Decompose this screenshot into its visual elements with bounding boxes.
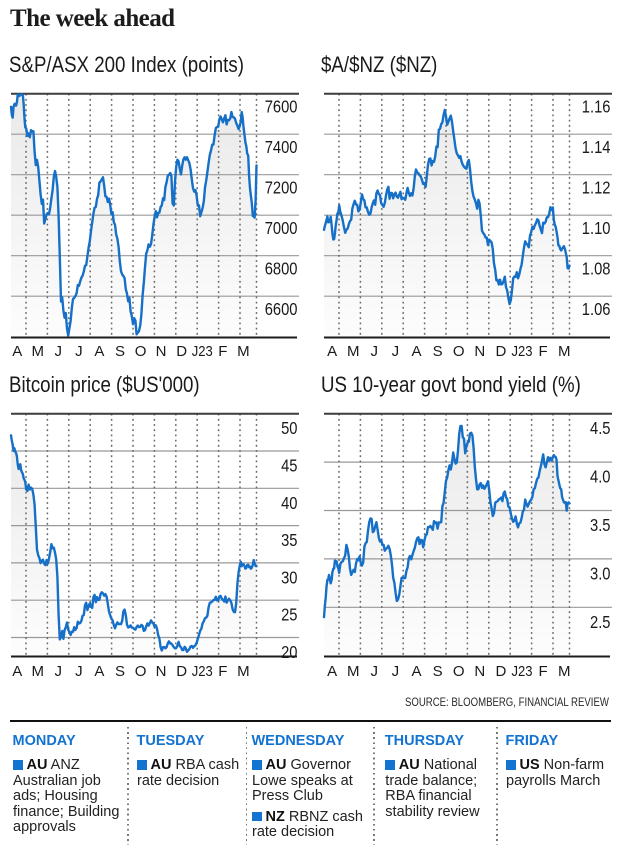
svg-text:D: D	[495, 663, 506, 680]
svg-text:S: S	[433, 663, 443, 680]
svg-text:1.16: 1.16	[582, 97, 611, 117]
svg-text:35: 35	[281, 530, 297, 550]
svg-text:S: S	[115, 663, 125, 680]
svg-text:D: D	[176, 663, 187, 680]
svg-text:7200: 7200	[265, 178, 298, 198]
svg-text:D: D	[176, 343, 187, 360]
svg-text:M: M	[347, 663, 360, 680]
svg-text:2.5: 2.5	[590, 612, 611, 632]
svg-text:A: A	[94, 663, 104, 680]
svg-text:1.08: 1.08	[582, 259, 611, 279]
svg-text:4.0: 4.0	[590, 467, 611, 487]
svg-text:M: M	[558, 663, 571, 680]
svg-text:N: N	[156, 343, 167, 360]
svg-text:M: M	[237, 343, 250, 360]
svg-text:O: O	[135, 663, 147, 680]
svg-text:45: 45	[281, 456, 297, 476]
svg-text:J23: J23	[512, 343, 533, 360]
svg-text:A: A	[12, 343, 22, 360]
svg-text:20: 20	[281, 642, 298, 662]
svg-text:M: M	[558, 343, 571, 360]
svg-text:A: A	[327, 663, 337, 680]
svg-text:J: J	[55, 343, 63, 360]
svg-text:F: F	[218, 343, 227, 360]
svg-text:A: A	[411, 343, 421, 360]
svg-text:N: N	[474, 343, 485, 360]
svg-text:M: M	[237, 663, 250, 680]
svg-text:7400: 7400	[265, 137, 298, 157]
svg-text:3.0: 3.0	[590, 563, 611, 583]
svg-text:7000: 7000	[265, 218, 298, 238]
svg-text:4.5: 4.5	[590, 418, 611, 438]
svg-text:J23: J23	[192, 343, 213, 360]
svg-text:A: A	[94, 343, 104, 360]
svg-text:6800: 6800	[265, 259, 298, 279]
svg-text:F: F	[218, 663, 227, 680]
svg-text:A: A	[327, 343, 337, 360]
svg-text:O: O	[453, 343, 465, 360]
svg-text:J: J	[392, 663, 400, 680]
svg-text:30: 30	[281, 567, 298, 587]
svg-text:J: J	[55, 663, 63, 680]
svg-text:O: O	[135, 343, 147, 360]
svg-text:N: N	[474, 663, 485, 680]
svg-text:J23: J23	[512, 663, 533, 680]
svg-text:S: S	[433, 343, 443, 360]
svg-text:7600: 7600	[265, 97, 298, 117]
svg-text:J: J	[75, 663, 83, 680]
svg-text:A: A	[411, 663, 421, 680]
svg-text:1.14: 1.14	[582, 137, 611, 157]
svg-text:D: D	[495, 343, 506, 360]
svg-text:S: S	[115, 343, 125, 360]
svg-text:M: M	[347, 343, 360, 360]
svg-text:A: A	[12, 663, 22, 680]
svg-text:J: J	[75, 343, 83, 360]
svg-text:J: J	[371, 343, 379, 360]
svg-text:N: N	[156, 663, 167, 680]
svg-text:1.12: 1.12	[582, 178, 611, 198]
svg-text:F: F	[539, 663, 548, 680]
svg-text:J: J	[392, 343, 400, 360]
svg-text:6600: 6600	[265, 299, 298, 319]
svg-text:M: M	[32, 343, 45, 360]
svg-text:J: J	[371, 663, 379, 680]
svg-text:1.06: 1.06	[582, 299, 611, 319]
svg-text:M: M	[32, 663, 45, 680]
svg-text:40: 40	[281, 493, 298, 513]
svg-text:J23: J23	[192, 663, 213, 680]
svg-text:3.5: 3.5	[590, 515, 611, 535]
svg-text:1.10: 1.10	[582, 218, 611, 238]
svg-text:O: O	[453, 663, 465, 680]
svg-text:F: F	[539, 343, 548, 360]
svg-text:25: 25	[281, 605, 297, 625]
svg-text:50: 50	[281, 418, 298, 438]
